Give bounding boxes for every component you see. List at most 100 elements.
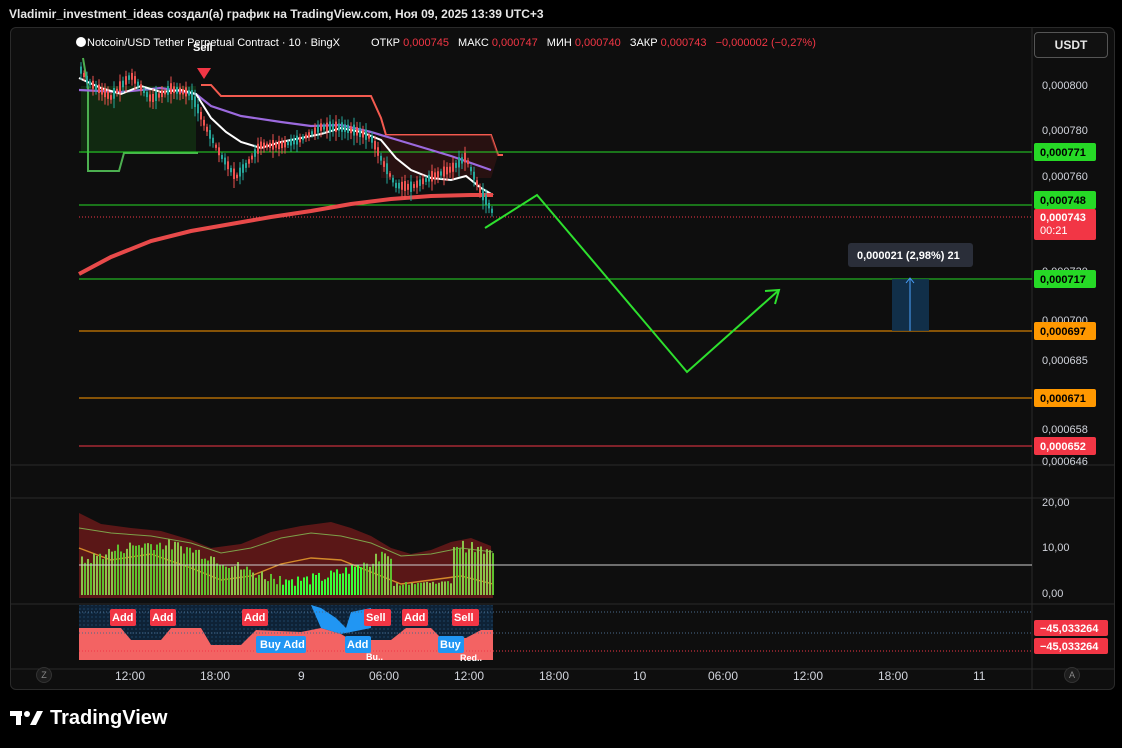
histogram-bar	[402, 584, 404, 595]
level-tag: 0,000771	[1040, 147, 1086, 159]
candle-body	[263, 142, 265, 149]
low-label: МИН	[547, 37, 572, 49]
histogram-bar	[90, 562, 92, 595]
symbol-legend[interactable]: Notcoin/USD Tether Perpetual Contract · …	[76, 37, 816, 49]
time-tick: 12:00	[115, 669, 145, 683]
candle-body	[269, 142, 271, 148]
histogram-bar	[288, 580, 290, 595]
histogram-bar	[216, 563, 218, 595]
histogram-bar	[264, 579, 266, 595]
candle-body	[485, 195, 487, 205]
histogram-bar	[174, 541, 176, 595]
candle-body	[362, 130, 364, 138]
candle-body	[413, 184, 415, 188]
candle-body	[125, 76, 127, 85]
histogram-bar	[306, 576, 308, 595]
histogram-bar	[93, 553, 95, 595]
histogram-bar	[390, 558, 392, 595]
histogram-bar	[450, 583, 452, 595]
projection-path	[484, 193, 780, 374]
candle-body	[206, 126, 208, 132]
candle-body	[320, 123, 322, 131]
tradingview-logo[interactable]: TradingView	[10, 707, 167, 729]
histogram-bar	[165, 545, 167, 595]
candle-body	[95, 84, 97, 90]
candle-body	[374, 141, 376, 150]
candle-body	[110, 95, 112, 100]
buy-add-signal-label: Buy Add	[260, 639, 305, 651]
histogram-bar	[483, 553, 485, 595]
candle-body	[425, 178, 427, 182]
oscillator-pane[interactable]	[78, 513, 1032, 598]
histogram-bar	[162, 549, 164, 595]
histogram-bar	[480, 546, 482, 595]
candle-body	[266, 143, 268, 148]
histogram-bar	[150, 544, 152, 595]
histogram-bar	[108, 548, 110, 595]
tradingview-logo-icon	[10, 711, 43, 725]
candle-body	[377, 147, 379, 156]
histogram-bar	[147, 543, 149, 595]
candle-body	[473, 171, 475, 180]
candle-body	[188, 90, 190, 96]
histogram-bar	[462, 540, 464, 595]
time-tick: 18:00	[539, 669, 569, 683]
candle-body	[224, 157, 226, 165]
candle-body	[386, 163, 388, 175]
chart-panel[interactable]: Sell 0,000021 (2,98%) 21 Notcoin/USD Tet…	[10, 27, 1115, 690]
time-tick: 11	[973, 669, 986, 683]
time-tick: 12:00	[454, 669, 484, 683]
histogram-bar	[270, 573, 272, 595]
candle-body	[353, 124, 355, 136]
time-tick: 9	[298, 669, 305, 683]
chart-canvas[interactable]: Sell 0,000021 (2,98%) 21 Notcoin/USD Tet…	[11, 28, 1114, 689]
red-partial-label: Red..	[460, 653, 482, 663]
candle-body	[476, 180, 478, 186]
candle-body	[170, 83, 172, 95]
candle-body	[260, 141, 262, 149]
histogram-bar	[381, 551, 383, 595]
level-tag: 0,000671	[1040, 393, 1086, 405]
candle-body	[152, 93, 154, 103]
time-axis[interactable]: 12:00 18:00 9 06:00 12:00 18:00 10 06:00…	[115, 669, 986, 683]
histogram-bar	[159, 542, 161, 595]
histogram-bar	[282, 584, 284, 595]
candle-body	[227, 161, 229, 170]
candle-body	[248, 159, 250, 164]
candle-body	[161, 90, 163, 98]
candle-body	[194, 96, 196, 108]
candle-body	[200, 111, 202, 120]
histogram-bar	[330, 570, 332, 595]
signal-pane[interactable]	[79, 605, 1032, 660]
candle-body	[128, 75, 130, 80]
histogram-bar	[81, 556, 83, 595]
candle-body	[368, 134, 370, 139]
low-value: 0,000740	[575, 37, 621, 49]
countdown-timer: 00:21	[1040, 225, 1068, 237]
histogram-bar	[378, 561, 380, 595]
candle-body	[371, 135, 373, 143]
histogram-bar	[186, 547, 188, 595]
candle-body	[440, 171, 442, 176]
zoom-left-button[interactable]: Z	[36, 667, 52, 683]
candlestick-series	[80, 62, 493, 217]
signal-tag: −45,033264	[1040, 641, 1099, 653]
currency-unit-button[interactable]: USDT	[1034, 32, 1108, 58]
measure-label: 0,000021 (2,98%) 21	[857, 250, 960, 262]
candle-body	[137, 81, 139, 87]
histogram-bar	[168, 539, 170, 595]
zoom-right-button[interactable]: A	[1064, 667, 1080, 683]
histogram-bar	[276, 584, 278, 595]
histogram-bar	[114, 550, 116, 595]
histogram-bar	[321, 580, 323, 595]
histogram-bar	[111, 551, 113, 595]
candle-body	[464, 152, 466, 163]
candle-body	[275, 143, 277, 148]
histogram-bar	[237, 562, 239, 595]
purple-moving-average	[78, 86, 492, 172]
candle-body	[305, 134, 307, 139]
candle-body	[281, 141, 283, 149]
open-value: 0,000745	[403, 37, 449, 49]
candle-body	[251, 155, 253, 160]
histogram-bar	[267, 581, 269, 595]
